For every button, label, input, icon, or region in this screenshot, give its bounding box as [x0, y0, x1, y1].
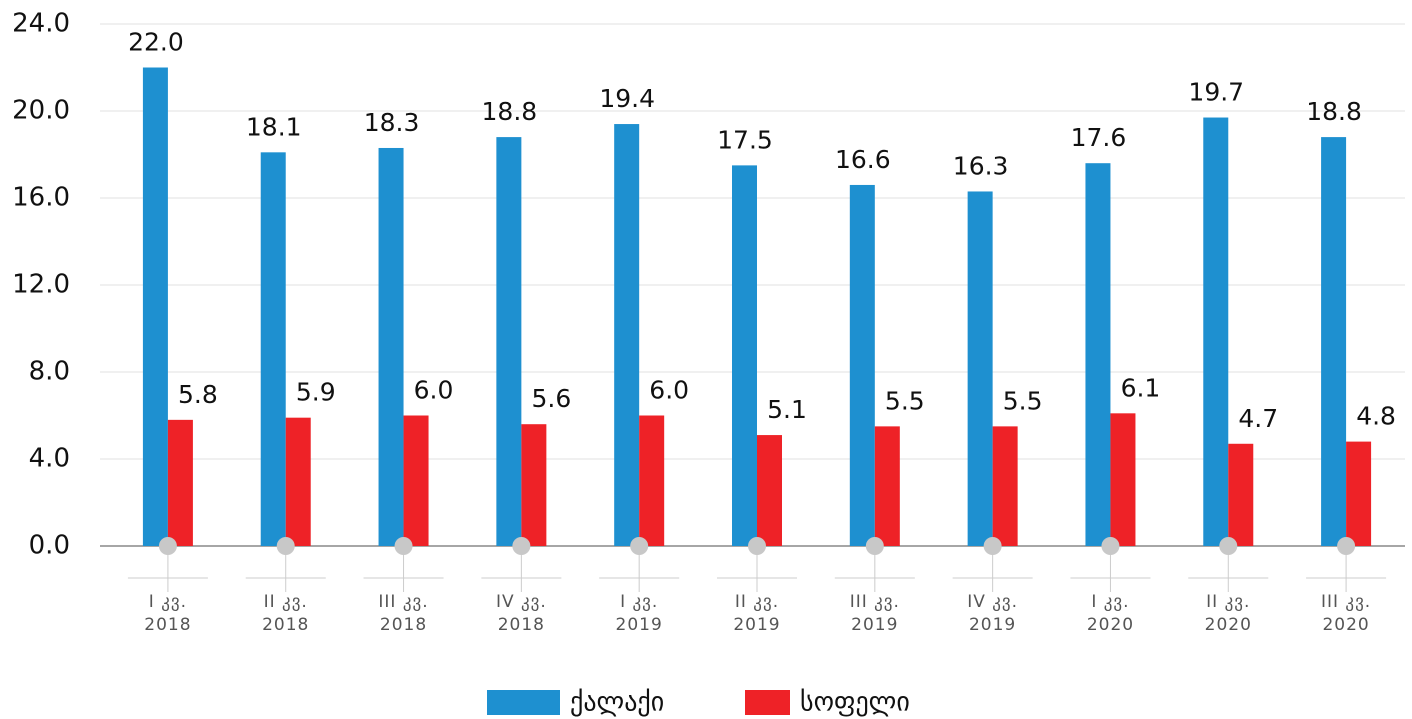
y-tick-label: 4.0 [29, 444, 70, 474]
axis-dot [158, 537, 177, 555]
value-label: 18.1 [246, 112, 302, 141]
value-label: 18.8 [482, 97, 538, 126]
legend-swatch [745, 690, 790, 715]
bar [849, 184, 875, 546]
x-tick-label: IV კვ. 2019 [967, 592, 1019, 635]
bar [142, 67, 168, 546]
axis-dot [276, 537, 295, 555]
value-label: 17.6 [1071, 123, 1127, 152]
axis-dot [394, 537, 413, 555]
x-tick-label: I კვ. 2020 [1086, 592, 1135, 635]
axis-dot [1337, 537, 1356, 555]
bar [285, 417, 311, 546]
bar [614, 124, 640, 547]
bar [1085, 163, 1111, 546]
x-tick-label: III კვ. 2019 [849, 592, 900, 635]
bar [403, 415, 429, 546]
bar [967, 191, 993, 546]
y-tick-label: 12.0 [12, 270, 70, 300]
bar [1228, 443, 1254, 546]
x-tick-label: II კვ. 2019 [733, 592, 781, 635]
value-label: 16.3 [953, 151, 1009, 180]
axis-dot [748, 537, 766, 555]
axis-dot [630, 537, 649, 555]
bar [1321, 137, 1347, 546]
axis-dot [1101, 537, 1120, 555]
bar [1203, 117, 1229, 547]
bar [732, 165, 757, 546]
x-tick-label: I კვ. 2018 [144, 592, 192, 635]
value-label: 17.5 [717, 125, 773, 154]
bar [992, 426, 1018, 546]
bar [874, 426, 900, 546]
value-label: 19.7 [1188, 78, 1244, 107]
value-label: 18.8 [1306, 97, 1362, 126]
x-tick-label: II კვ. 2020 [1204, 592, 1252, 635]
legend-label: ქალაქი [570, 688, 664, 718]
value-label: 4.8 [1356, 402, 1396, 431]
x-tick-label: II კვ. 2018 [262, 592, 310, 635]
bar [1346, 441, 1372, 546]
legend-label: სოფელი [800, 688, 910, 718]
value-label: 19.4 [599, 84, 655, 113]
x-tick-label: III კვ. 2020 [1320, 592, 1372, 635]
value-label: 16.6 [835, 145, 891, 174]
value-label: 6.0 [649, 376, 689, 405]
axis-dot [1219, 537, 1238, 555]
y-tick-label: 16.0 [12, 183, 70, 213]
value-label: 5.5 [1003, 386, 1043, 415]
value-label: 5.8 [178, 380, 218, 409]
value-label: 5.9 [296, 378, 336, 407]
bar [378, 147, 404, 546]
y-tick-label: 24.0 [12, 9, 70, 39]
value-label: 5.6 [531, 384, 571, 413]
y-tick-label: 0.0 [29, 531, 70, 561]
x-tick-label: I კვ. 2019 [615, 592, 663, 635]
value-label: 6.0 [414, 376, 454, 405]
bar [1110, 413, 1136, 546]
x-tick-label: IV კვ. 2018 [495, 592, 547, 635]
axis-dot [512, 537, 531, 555]
bar [639, 415, 665, 546]
y-tick-label: 20.0 [12, 96, 70, 126]
bar [496, 137, 522, 546]
axis-dot [983, 537, 1002, 555]
value-label: 4.7 [1238, 404, 1278, 433]
bar [757, 435, 782, 546]
value-label: 5.5 [885, 386, 925, 415]
value-label: 18.3 [364, 108, 420, 137]
axis-dot [865, 537, 884, 555]
x-tick-label: III კვ. 2018 [378, 592, 429, 635]
value-label: 22.0 [128, 28, 184, 57]
legend-swatch [487, 690, 560, 715]
bar [167, 419, 193, 546]
y-tick-label: 8.0 [29, 357, 70, 387]
bar [521, 424, 547, 546]
bar [260, 152, 286, 546]
value-label: 5.1 [767, 395, 807, 424]
value-label: 6.1 [1121, 373, 1161, 402]
